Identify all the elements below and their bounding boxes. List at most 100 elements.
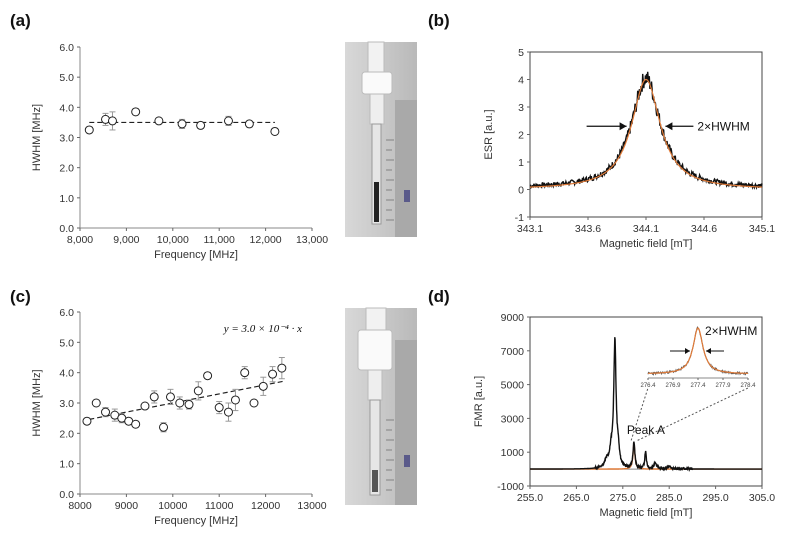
data-point [84, 125, 94, 135]
x-tick-label: 10,000 [157, 234, 189, 246]
inset-guide-line [630, 387, 649, 441]
plot-d: 255.0 265.0 275.0 285.0 295.0 305.0 -1000 1000 3… [473, 312, 775, 519]
y-tick-label: 3.0 [59, 398, 74, 410]
inset-guide-line [637, 387, 749, 441]
x-tick-label: 8,000 [67, 234, 93, 246]
y-tick-label: 2.0 [59, 163, 74, 175]
y-tick-label: 5.0 [59, 72, 74, 84]
y-axis-label: HWHM [MHz] [31, 369, 43, 436]
hwhm-arrowhead-right [665, 122, 673, 131]
plot-frame [529, 316, 763, 487]
x-tick-label: 8000 [68, 500, 92, 512]
y-tick-label: 2 [518, 130, 524, 142]
x-axis-label: Magnetic field [mT] [600, 507, 693, 519]
x-tick-label: 343.1 [517, 223, 543, 235]
x-tick-label: 275.0 [610, 492, 636, 504]
data-point [258, 381, 268, 391]
panel-label-b: (b) [428, 11, 450, 30]
data-point [159, 422, 169, 432]
data-point [184, 400, 194, 410]
x-tick-label: 10000 [158, 500, 187, 512]
y-tick-label: 6.0 [59, 307, 74, 319]
data-point [268, 369, 278, 379]
x-axis-label: Frequency [MHz] [154, 249, 238, 261]
x-tick-label: 11000 [205, 500, 234, 512]
data-point [249, 398, 259, 408]
data-point [196, 120, 206, 130]
fmr-signal-line [530, 337, 762, 472]
y-tick-label: 0 [518, 185, 524, 197]
fit-equation: y = 3.0 × 10⁻⁴ · x [223, 323, 302, 335]
inset-arrowhead-left [685, 348, 690, 354]
hwhm-annotation: 2×HWHM [697, 119, 749, 133]
x-tick-label: 9,000 [113, 234, 139, 246]
sample-tube-photo-c [345, 307, 417, 505]
x-tick-label: 13,000 [296, 234, 328, 246]
y-tick-label: 5000 [501, 380, 525, 392]
y-tick-label: 1.0 [59, 459, 74, 471]
data-point [91, 398, 101, 408]
y-tick-label: 3 [518, 102, 524, 114]
inset-fit-line [648, 327, 748, 374]
data-point [214, 403, 224, 413]
y-tick-label: 6.0 [59, 42, 74, 54]
hwhm-arrowhead-left [619, 122, 627, 131]
data-point [223, 407, 233, 417]
y-tick-label: 3.0 [59, 133, 74, 145]
data-point [131, 419, 141, 429]
data-point [165, 392, 175, 402]
data-point [193, 386, 203, 396]
data-point [149, 392, 159, 402]
esr-fit-line [530, 78, 762, 188]
x-axis-label: Frequency [MHz] [154, 515, 238, 527]
panel-label-a: (a) [10, 11, 31, 30]
y-tick-label: 1 [518, 157, 524, 169]
plot-c: 8000 9000 10000 11000 12000 13000 0.0 1.0 2.0 3.0… [31, 307, 327, 527]
y-tick-label: -1 [515, 212, 524, 224]
inset-x-tick-label: 277.4 [690, 383, 706, 389]
panel-label-d: (d) [428, 287, 450, 306]
y-tick-label: -1000 [497, 481, 524, 493]
data-point [107, 116, 117, 126]
x-tick-label: 295.0 [702, 492, 728, 504]
y-axis-label: ESR [a.u.] [483, 109, 495, 159]
inset-x-tick-label: 276.4 [640, 383, 656, 389]
sample-tube-photo-a [345, 41, 417, 237]
y-axis-label: HWHM [MHz] [31, 104, 43, 171]
data-point [244, 119, 254, 129]
y-tick-label: 5 [518, 47, 524, 59]
x-tick-label: 12,000 [250, 234, 282, 246]
x-tick-label: 11,000 [204, 234, 235, 246]
inset-arrowhead-right [706, 348, 711, 354]
x-tick-label: 285.0 [656, 492, 682, 504]
peak-a-label: Peak A [627, 423, 665, 437]
x-tick-label: 12000 [251, 500, 280, 512]
x-axis-label: Magnetic field [mT] [600, 238, 693, 250]
y-tick-label: 4 [518, 75, 524, 87]
x-tick-label: 344.6 [691, 223, 717, 235]
data-point [101, 407, 111, 417]
x-tick-label: 344.1 [633, 223, 659, 235]
y-tick-label: 9000 [501, 312, 525, 324]
data-point [175, 398, 185, 408]
inset-x-tick-label: 276.9 [665, 383, 681, 389]
data-point [177, 119, 187, 129]
inset-x-tick-label: 278.4 [740, 383, 756, 389]
x-tick-label: 13000 [297, 500, 326, 512]
data-point [131, 107, 141, 117]
y-tick-label: 4.0 [59, 368, 74, 380]
y-tick-label: 7000 [501, 346, 525, 358]
inset-x-tick-label: 277.9 [715, 383, 731, 389]
x-tick-label: 305.0 [749, 492, 775, 504]
panel-label-c: (c) [10, 287, 31, 306]
data-point [223, 116, 233, 126]
data-point [270, 126, 280, 136]
data-point [140, 401, 150, 411]
y-tick-label: 5.0 [59, 337, 74, 349]
data-point [82, 416, 92, 426]
plot-a: 8,000 9,000 10,000 11,000 12,000 13,000 0.0 1.0… [31, 42, 328, 261]
y-tick-label: 4.0 [59, 102, 74, 114]
y-tick-label: 2.0 [59, 428, 74, 440]
x-tick-label: 265.0 [563, 492, 589, 504]
